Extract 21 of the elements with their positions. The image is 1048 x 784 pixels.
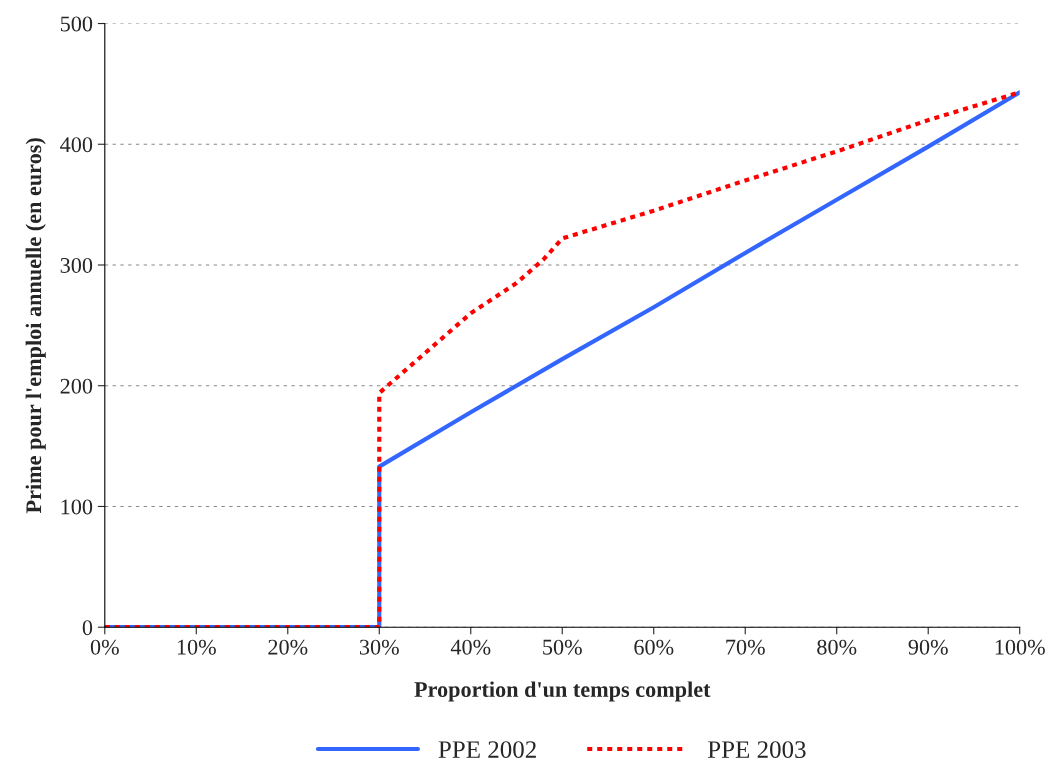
x-tick-label: 30%: [359, 639, 399, 655]
x-tick-label: 70%: [726, 639, 765, 655]
y-tick-label: 0: [82, 620, 93, 636]
y-tick-label: 300: [60, 257, 93, 273]
x-tick-label: 100%: [995, 639, 1045, 655]
y-tick-label: 400: [60, 137, 93, 153]
y-axis-title: Prime pour l'emploi annuelle (en euros): [25, 138, 46, 514]
x-tick-label: 60%: [634, 639, 674, 655]
y-tick-label: 200: [60, 378, 93, 394]
x-tick-label: 10%: [177, 639, 216, 655]
x-tick-label: 0%: [90, 639, 119, 655]
y-tick-label: 500: [60, 16, 93, 32]
legend-label: PPE 2003: [707, 741, 806, 758]
x-tick-label: 20%: [268, 639, 308, 655]
legend-label: PPE 2002: [438, 741, 536, 758]
x-tick-label: 40%: [450, 639, 491, 655]
x-tick-label: 90%: [908, 639, 948, 655]
x-tick-label: 50%: [543, 639, 582, 655]
x-axis-title: Proportion d'un temps complet: [414, 681, 711, 702]
y-tick-label: 100: [61, 499, 93, 515]
x-tick-label: 80%: [817, 639, 857, 655]
